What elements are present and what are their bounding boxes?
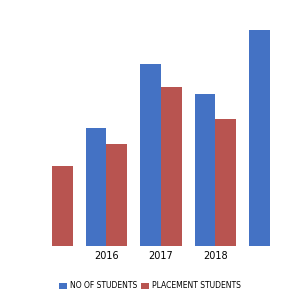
Bar (52, 166, 73, 246)
Bar (195, 94, 215, 246)
Bar (249, 30, 270, 246)
Bar (140, 64, 161, 246)
Legend: NO OF STUDENTS, PLACEMENT STUDENTS: NO OF STUDENTS, PLACEMENT STUDENTS (56, 278, 244, 293)
Bar (85, 128, 106, 246)
Bar (215, 119, 236, 246)
Bar (106, 144, 127, 246)
Bar (161, 87, 182, 246)
